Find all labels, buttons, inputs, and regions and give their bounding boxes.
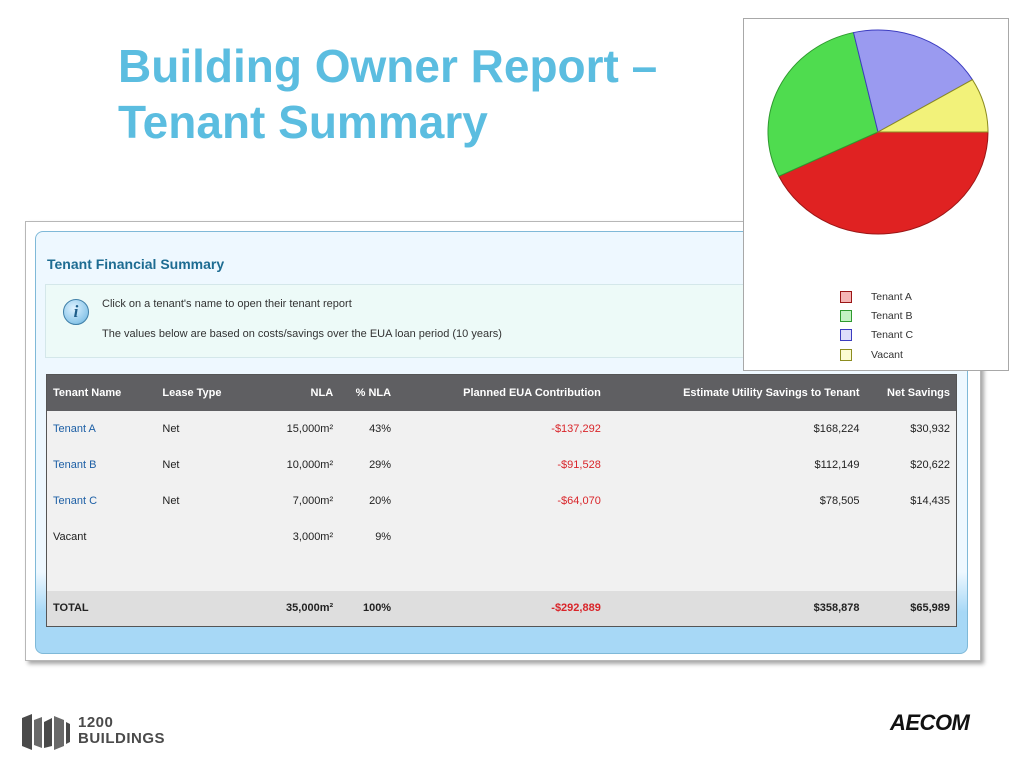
spacer-row xyxy=(46,554,957,591)
total-pct-nla: 100% xyxy=(339,590,398,627)
aecom-logo: AECOM xyxy=(890,710,970,735)
panel-title: Tenant Financial Summary xyxy=(47,256,225,272)
legend-swatch xyxy=(840,329,852,342)
net-savings-cell: $20,622 xyxy=(865,446,957,483)
legend-item: Tenant B xyxy=(840,306,913,325)
spacer-cell xyxy=(46,554,957,591)
tenant-name-link[interactable]: Tenant C xyxy=(46,482,157,519)
lease-type-cell: Net xyxy=(156,482,252,519)
utility-savings-cell: $112,149 xyxy=(606,446,866,483)
slide-title-line2: Tenant Summary xyxy=(118,96,488,148)
tenant-name-link[interactable]: Tenant B xyxy=(46,446,157,483)
slide-title-line1: Building Owner Report – xyxy=(118,40,658,92)
pct-nla-cell: 20% xyxy=(339,482,398,519)
info-line-report: Click on a tenant's name to open their t… xyxy=(102,298,352,310)
logo-word: BUILDINGS xyxy=(78,730,165,747)
table-row: Tenant B Net 10,000m² 29% -$91,528 $112,… xyxy=(46,446,957,483)
lease-type-cell xyxy=(156,518,252,555)
legend-swatch xyxy=(840,348,852,361)
eua-contribution-cell: -$137,292 xyxy=(397,410,607,447)
total-lease-cell xyxy=(156,590,252,627)
1200-buildings-logo-text: 1200 BUILDINGS xyxy=(78,715,165,747)
total-utility-savings: $358,878 xyxy=(606,590,866,627)
legend-label: Tenant B xyxy=(871,309,913,322)
pct-nla-cell: 9% xyxy=(339,518,398,555)
legend-swatch xyxy=(840,309,852,322)
total-row: TOTAL 35,000m² 100% -$292,889 $358,878 $… xyxy=(46,590,957,627)
info-icon: i xyxy=(63,299,89,325)
column-header-planned-eua[interactable]: Planned EUA Contribution xyxy=(397,374,607,411)
net-savings-cell: $14,435 xyxy=(865,482,957,519)
utility-savings-cell: $78,505 xyxy=(606,482,866,519)
column-header-net-savings[interactable]: Net Savings xyxy=(865,374,957,411)
pie-slice-tenant-c xyxy=(852,29,974,133)
table-row: Vacant 3,000m² 9% xyxy=(46,518,957,555)
legend-item: Tenant C xyxy=(840,326,913,345)
legend-swatch xyxy=(840,290,852,303)
1200-buildings-logo: 1200 BUILDINGS xyxy=(20,712,170,756)
table-row: Tenant A Net 15,000m² 43% -$137,292 $168… xyxy=(46,410,957,447)
legend-item: Vacant xyxy=(840,345,913,364)
chart-legend: Tenant A Tenant B Tenant C Vacant xyxy=(840,287,913,364)
pct-nla-cell: 43% xyxy=(339,410,398,447)
lease-type-cell: Net xyxy=(156,410,252,447)
total-nla: 35,000m² xyxy=(251,590,340,627)
eua-contribution-cell xyxy=(397,518,607,555)
nla-cell: 3,000m² xyxy=(251,518,340,555)
logo-number: 1200 xyxy=(78,714,114,731)
legend-label: Vacant xyxy=(871,348,903,361)
lease-type-cell: Net xyxy=(156,446,252,483)
pct-nla-cell: 29% xyxy=(339,446,398,483)
column-header-nla[interactable]: NLA xyxy=(251,374,340,411)
tenant-name-cell: Vacant xyxy=(46,518,157,555)
pie-slice-tenant-b xyxy=(767,31,879,177)
net-savings-cell xyxy=(865,518,957,555)
column-header-pct-nla[interactable]: % NLA xyxy=(339,374,398,411)
1200-buildings-logo-mark xyxy=(22,714,70,750)
info-line-period: The values below are based on costs/savi… xyxy=(102,328,502,340)
nla-cell: 15,000m² xyxy=(251,410,340,447)
nla-pie-chart: Tenant A Tenant B Tenant C Vacant xyxy=(743,18,1009,371)
tenant-table: Tenant Name Lease Type NLA % NLA Planned… xyxy=(46,374,957,627)
pie-slice-vacant xyxy=(876,79,989,133)
nla-cell: 10,000m² xyxy=(251,446,340,483)
pie-slice-tenant-a xyxy=(778,131,989,235)
legend-item: Tenant A xyxy=(840,287,913,306)
eua-contribution-cell: -$64,070 xyxy=(397,482,607,519)
legend-label: Tenant C xyxy=(871,329,914,342)
slide-title: Building Owner Report – Tenant Summary xyxy=(118,38,738,150)
column-header-tenant-name[interactable]: Tenant Name xyxy=(46,374,157,411)
net-savings-cell: $30,932 xyxy=(865,410,957,447)
column-header-lease-type[interactable]: Lease Type xyxy=(156,374,252,411)
eua-contribution-cell: -$91,528 xyxy=(397,446,607,483)
utility-savings-cell: $168,224 xyxy=(606,410,866,447)
table-row: Tenant C Net 7,000m² 20% -$64,070 $78,50… xyxy=(46,482,957,519)
tenant-name-link[interactable]: Tenant A xyxy=(46,410,157,447)
total-net-savings: $65,989 xyxy=(865,590,957,627)
column-header-utility-savings[interactable]: Estimate Utility Savings to Tenant xyxy=(606,374,866,411)
nla-cell: 7,000m² xyxy=(251,482,340,519)
table-header-row: Tenant Name Lease Type NLA % NLA Planned… xyxy=(46,374,957,411)
utility-savings-cell xyxy=(606,518,866,555)
pie-chart-svg xyxy=(767,29,989,235)
total-eua-contribution: -$292,889 xyxy=(397,590,607,627)
total-label: TOTAL xyxy=(46,590,157,627)
legend-label: Tenant A xyxy=(871,290,912,303)
